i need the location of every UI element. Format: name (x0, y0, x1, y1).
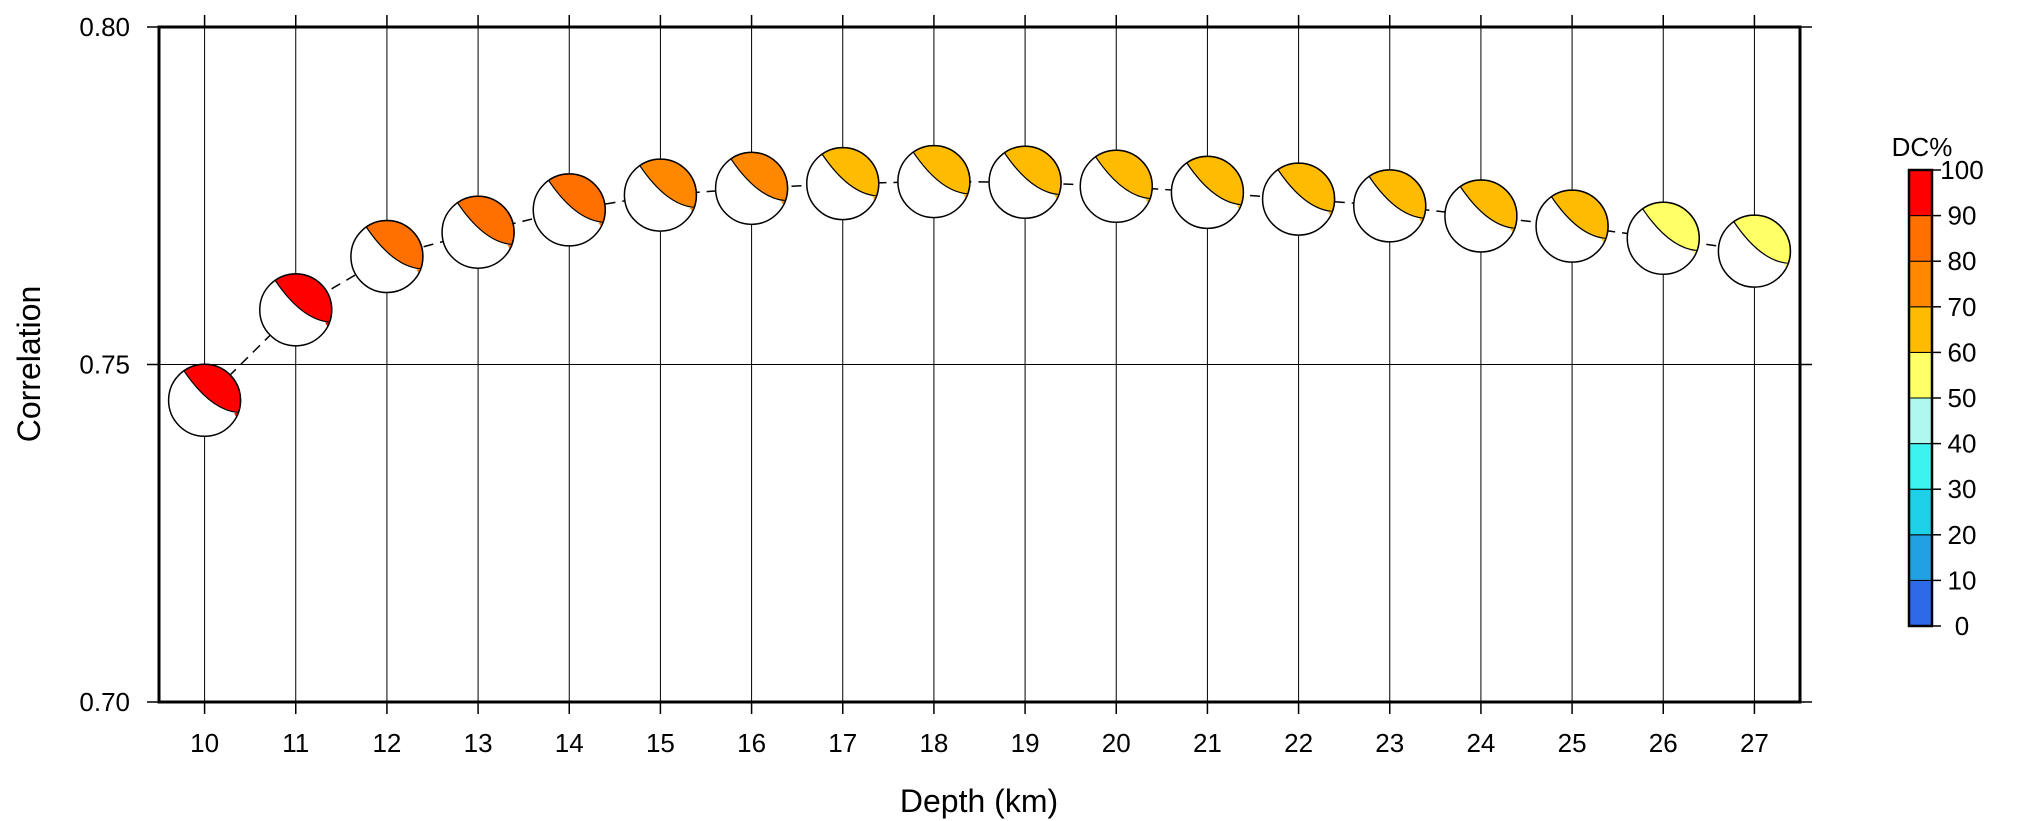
colorbar-tick-label: 40 (1948, 429, 1977, 459)
y-tick-label: 0.75 (79, 350, 130, 380)
colorbar-tick-label: 100 (1940, 155, 1983, 185)
colorbar-tick-label: 50 (1948, 383, 1977, 413)
colorbar-tick-label: 70 (1948, 292, 1977, 322)
colorbar-title: DC% (1892, 132, 1953, 162)
beachball-marker (1353, 169, 1427, 243)
x-tick-label: 11 (282, 728, 309, 758)
colorbar-tick-label: 0 (1955, 611, 1969, 641)
axis-ticks (147, 15, 1812, 714)
colorbar-segment (1908, 306, 1933, 353)
x-tick-label: 19 (1011, 728, 1040, 758)
connector-line (204, 180, 1755, 401)
x-tick-label: 27 (1740, 728, 1769, 758)
y-axis-title: Correlation (11, 286, 47, 443)
beachball-marker (350, 219, 424, 294)
beachball-marker (1535, 189, 1609, 263)
y-tick-label: 0.80 (79, 12, 130, 42)
beachball-marker (1261, 162, 1336, 236)
beachball-marker (532, 173, 606, 247)
colorbar-segments (1908, 169, 1933, 627)
x-tick-label: 22 (1284, 728, 1313, 758)
x-axis-title: Depth (km) (900, 783, 1058, 819)
beachball-markers (167, 144, 1792, 438)
beachball-marker (441, 195, 515, 269)
colorbar-segment (1908, 169, 1933, 217)
x-tick-label: 24 (1466, 728, 1495, 758)
x-tick-labels: 10 11 12 13 14 15 16 17 18 19 20 21 22 23 24 25 26 27 (190, 728, 1769, 758)
x-tick-label: 13 (464, 728, 493, 758)
colorbar-segment (1908, 260, 1933, 308)
x-tick-label: 12 (372, 728, 401, 758)
colorbar-segment (1908, 534, 1933, 581)
colorbar-tick-label: 60 (1948, 337, 1977, 367)
x-tick-label: 25 (1558, 728, 1587, 758)
colorbar-segment (1908, 488, 1933, 536)
x-tick-label: 18 (919, 728, 948, 758)
colorbar-tick-label: 20 (1948, 520, 1977, 550)
colorbar-tick-label: 90 (1948, 201, 1977, 231)
colorbar-segment (1908, 215, 1933, 262)
colorbar-tick-label: 10 (1948, 565, 1977, 595)
beachball-marker (1626, 201, 1700, 276)
colorbar-segment (1908, 579, 1933, 627)
colorbar-segment (1908, 351, 1933, 399)
x-tick-label: 14 (555, 728, 584, 758)
colorbar-segment (1908, 397, 1933, 445)
grid-lines (159, 27, 1800, 702)
beachball-marker (1444, 179, 1518, 253)
colorbar-tick-label: 30 (1948, 474, 1977, 504)
beachball-marker (1717, 214, 1792, 288)
x-tick-label: 26 (1649, 728, 1678, 758)
x-tick-label: 21 (1193, 728, 1222, 758)
colorbar: DC% 0 10 20 30 40 50 60 70 80 90 100 (1892, 132, 1984, 641)
beachball-marker (167, 363, 242, 438)
beachball-marker (714, 151, 789, 226)
x-tick-label: 15 (646, 728, 675, 758)
x-tick-label: 16 (737, 728, 766, 758)
colorbar-tick-label: 80 (1948, 246, 1977, 276)
y-tick-label: 0.70 (79, 687, 130, 717)
beachball-marker (806, 146, 880, 221)
colorbar-segment (1908, 443, 1933, 490)
beachball-marker (1079, 149, 1153, 224)
beachball-marker (623, 158, 698, 232)
y-tick-labels: 0.70 0.75 0.80 (79, 12, 130, 717)
beachball-marker (897, 144, 971, 219)
beachball-marker (259, 273, 333, 347)
x-tick-label: 20 (1102, 728, 1131, 758)
colorbar-tick-labels: 0 10 20 30 40 50 60 70 80 90 100 (1932, 155, 1984, 641)
x-tick-label: 17 (828, 728, 857, 758)
beachball-marker (1170, 155, 1245, 230)
beachball-marker (988, 145, 1062, 219)
x-tick-label: 10 (190, 728, 219, 758)
dashed-connector (204, 180, 1755, 401)
x-tick-label: 23 (1375, 728, 1404, 758)
